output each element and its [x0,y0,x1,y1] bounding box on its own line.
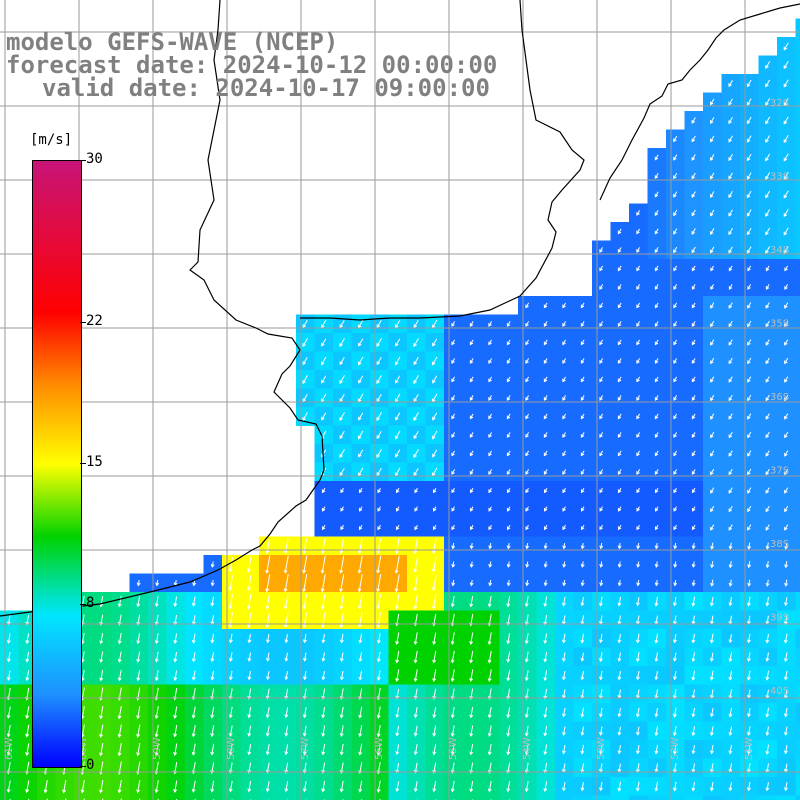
latitude-label: 39S [770,613,789,624]
longitude-label: 52W [670,737,681,760]
colorbar [32,160,82,768]
longitude-label: 58W [226,737,237,760]
longitude-label: 54W [522,737,533,760]
latitude-label: 37S [770,466,789,477]
longitude-label: 56W [374,737,385,760]
coastline-east [300,0,585,321]
forecast-date: forecast date: 2024-10-12 00:00:00 [6,51,498,79]
latitude-label: 33S [770,172,789,183]
model-title: modelo GEFS-WAVE (NCEP) [6,28,339,56]
longitude-label: 60W [78,737,89,760]
wind-speed-field [0,18,800,800]
longitude-label: 53W [596,737,607,760]
latitude-label: 36S [770,392,789,403]
colorbar-tick-label: 0 [86,757,95,773]
longitude-label: 61W [4,737,15,760]
colorbar-tick-label: 30 [86,151,103,167]
colorbar-tick-label: 15 [86,454,103,470]
latitude-label: 34S [770,245,789,256]
longitude-label: 57W [300,737,311,760]
longitude-label: 51W [744,737,755,760]
coastline-west [0,0,325,617]
wind-arrows [6,42,789,800]
longitude-label: 55W [448,737,459,760]
coastline-northeast [599,3,800,201]
latitude-label: 38S [770,539,789,550]
colorbar-tick-label: 8 [86,595,95,612]
latitude-label: 32S [770,98,789,109]
latitude-label: 35S [770,319,789,330]
colorbar-tick-label: 22 [86,312,103,329]
valid-date: valid date: 2024-10-17 09:00:00 [42,74,490,102]
coastline [0,0,800,617]
colorbar-unit-label: [m/s] [30,132,73,148]
longitude-label: 59W [152,737,163,760]
latitude-label: 40S [770,686,789,697]
